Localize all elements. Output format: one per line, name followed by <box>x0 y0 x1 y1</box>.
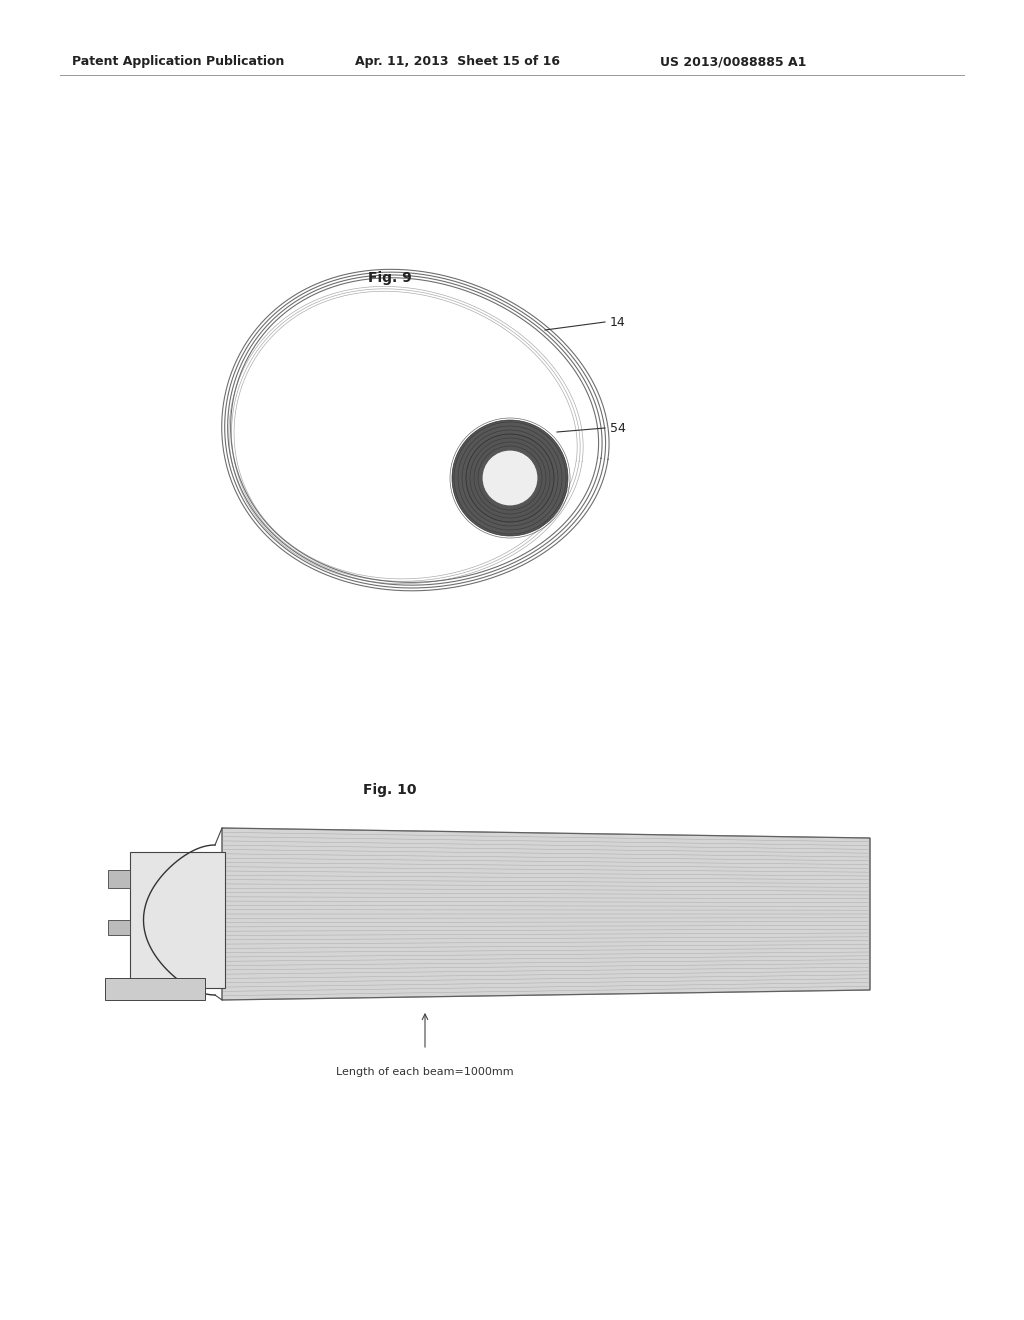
Polygon shape <box>222 828 870 1001</box>
Text: Patent Application Publication: Patent Application Publication <box>72 55 285 69</box>
Bar <box>108 920 130 935</box>
Text: 14: 14 <box>610 317 626 330</box>
Bar <box>130 851 225 987</box>
Circle shape <box>482 450 538 506</box>
Bar <box>108 870 130 888</box>
Bar <box>105 978 205 1001</box>
Text: Fig. 10: Fig. 10 <box>364 783 417 797</box>
Text: 54: 54 <box>610 422 626 436</box>
Text: US 2013/0088885 A1: US 2013/0088885 A1 <box>660 55 806 69</box>
Circle shape <box>466 434 554 521</box>
Text: Length of each beam=1000mm: Length of each beam=1000mm <box>336 1067 514 1077</box>
Text: Fig. 9: Fig. 9 <box>368 271 412 285</box>
Text: Apr. 11, 2013  Sheet 15 of 16: Apr. 11, 2013 Sheet 15 of 16 <box>355 55 560 69</box>
Circle shape <box>452 420 568 536</box>
